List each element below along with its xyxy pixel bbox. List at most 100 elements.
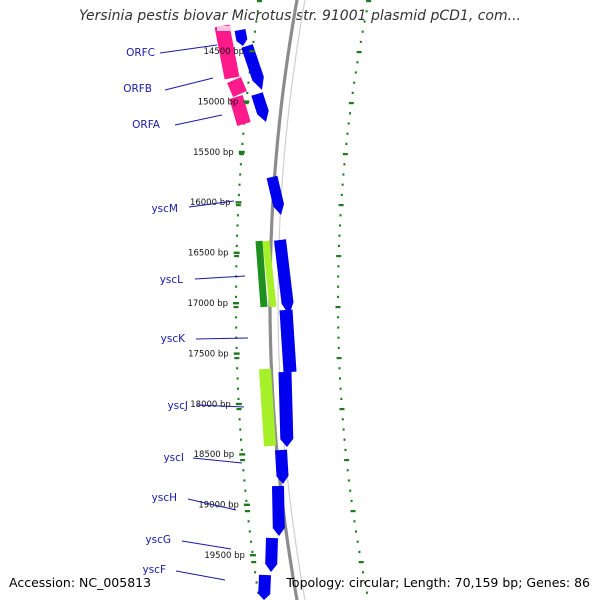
ring-tick: [340, 193, 343, 196]
ring-tick: [346, 469, 349, 472]
ring-tick: [246, 91, 249, 94]
ring-tick: [336, 357, 342, 360]
green-feature-yscj: [259, 368, 276, 447]
ring-tick: [350, 499, 353, 502]
ring-tick: [247, 81, 250, 84]
scale-tick-mark: [235, 402, 242, 406]
ring-tick: [347, 479, 350, 482]
ring-tick: [361, 30, 364, 33]
gene-label-ysch[interactable]: yscH: [152, 492, 177, 504]
scale-tick-mark: [249, 50, 256, 53]
orfb-feature: [227, 77, 247, 97]
ring-tick: [353, 81, 356, 84]
gene-label-orfc[interactable]: ORFC: [126, 47, 155, 59]
ring-tick: [235, 265, 238, 268]
ring-tick: [365, 591, 368, 594]
gene-label-orfa[interactable]: ORFA: [132, 119, 161, 131]
ring-tick: [247, 520, 250, 523]
ring-tick: [338, 204, 344, 207]
gene-arrow-orfb-partner: [241, 44, 264, 90]
ring-tick: [243, 479, 246, 482]
scale-tick-label: 15500 bp: [193, 148, 234, 158]
ring-tick: [235, 285, 238, 288]
ring-tick: [354, 71, 357, 74]
ring-tick: [338, 224, 341, 227]
gene-label-ysci[interactable]: yscI: [163, 452, 184, 464]
ring-tick: [339, 214, 342, 217]
ring-tick: [339, 408, 345, 411]
orfc-highlight: [217, 26, 231, 31]
orfc-feature: [214, 24, 240, 80]
ring-tick: [337, 265, 340, 268]
orfa-feature: [229, 95, 251, 126]
ring-tick: [244, 489, 247, 492]
gene-leader-line: [164, 77, 214, 91]
ring-tick: [335, 306, 341, 309]
scale-ticks: 14500 bp 15000 bp 15500 bp 16000 bp 16500 bp…: [187, 47, 256, 561]
gene-leader-line: [174, 114, 223, 126]
scale-tick-mark: [233, 352, 240, 355]
ring-tick: [342, 428, 345, 431]
scale-tick-mark: [238, 150, 245, 154]
ring-tick: [366, 0, 372, 3]
ring-tick: [251, 550, 254, 553]
ring-tick: [337, 316, 340, 319]
ring-tick: [343, 438, 346, 441]
gene-label-yscg[interactable]: yscG: [145, 534, 171, 546]
scale-tick-label: 18000 bp: [190, 400, 231, 410]
ring-tick: [234, 255, 239, 258]
ring-tick: [337, 346, 340, 349]
ring-tick: [237, 193, 240, 196]
green-feature-light: [262, 240, 277, 308]
ring-tick: [345, 142, 348, 145]
ring-tick: [234, 357, 240, 360]
gene-label-ysck[interactable]: yscK: [161, 333, 186, 345]
ring-tick: [349, 112, 351, 115]
ring-tick: [255, 581, 258, 584]
gene-leader-line: [188, 200, 235, 208]
ring-tick: [363, 20, 366, 23]
ring-tick: [240, 448, 243, 451]
ring-tick: [239, 163, 242, 166]
ring-tick: [237, 387, 239, 390]
gene-label-yscm[interactable]: yscM: [151, 203, 178, 215]
ring-tick: [236, 214, 239, 217]
ring-tick: [336, 255, 342, 258]
gene-leader-line: [195, 337, 249, 340]
ring-tick: [343, 163, 346, 166]
scale-tick-mark: [239, 453, 246, 456]
ring-tick: [235, 316, 238, 319]
gene-label-yscf[interactable]: yscF: [143, 564, 167, 576]
ring-tick: [235, 204, 241, 207]
gene-label-yscl[interactable]: yscL: [160, 274, 183, 286]
scale-tick-mark: [243, 100, 250, 103]
scale-tick-mark: [249, 554, 256, 557]
ring-tick: [235, 244, 238, 247]
ring-tick: [339, 377, 341, 380]
ring-tick: [238, 418, 241, 421]
ring-tick: [341, 418, 344, 421]
ring-tick: [341, 183, 344, 186]
ring-tick: [356, 61, 359, 64]
gene-label-yscj[interactable]: yscJ: [167, 400, 188, 412]
ring-tick: [235, 346, 238, 349]
ring-tick: [339, 387, 342, 390]
ring-tick: [337, 295, 339, 298]
scale-tick-mark: [243, 503, 250, 506]
ring-tick: [337, 275, 340, 278]
scale-tick-mark: [233, 302, 239, 305]
gene-label-orfb[interactable]: ORFB: [123, 83, 152, 95]
ring-tick: [245, 510, 250, 513]
ring-tick: [338, 367, 341, 370]
gene-arrow-yscm: [266, 175, 284, 215]
gene-arrow-ysci: [275, 449, 289, 484]
ring-tick: [245, 499, 248, 502]
ring-tick: [242, 132, 245, 135]
ring-tick: [356, 540, 359, 543]
scale-tick-label: 16000 bp: [190, 198, 231, 208]
gene-leader-line: [194, 275, 246, 280]
gene-leader-line: [192, 457, 243, 464]
ring-tick: [248, 71, 251, 74]
ring-tick: [235, 326, 238, 329]
